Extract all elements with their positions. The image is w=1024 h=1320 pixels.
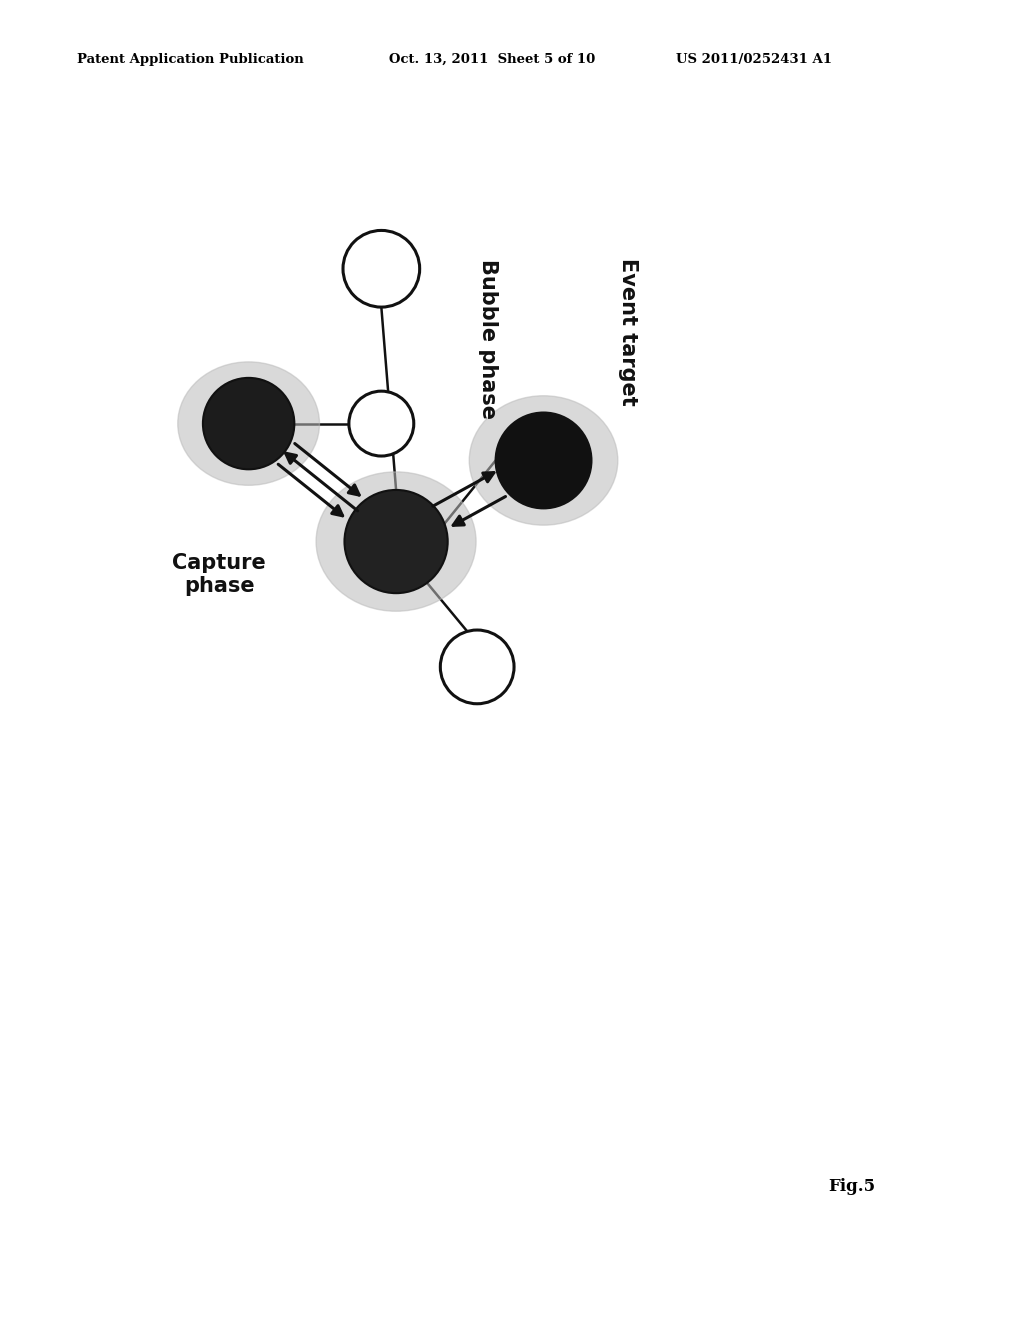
Text: Fig.5: Fig.5 [828,1177,876,1195]
Ellipse shape [178,362,319,486]
Text: Bubble phase: Bubble phase [478,259,499,418]
Ellipse shape [316,471,476,611]
Text: Event target: Event target [618,257,638,405]
Circle shape [343,231,420,308]
Circle shape [203,378,294,470]
Text: US 2011/0252431 A1: US 2011/0252431 A1 [676,53,831,66]
Text: Capture
phase: Capture phase [172,553,266,597]
Circle shape [344,490,447,593]
Circle shape [349,391,414,455]
Circle shape [440,630,514,704]
Text: Oct. 13, 2011  Sheet 5 of 10: Oct. 13, 2011 Sheet 5 of 10 [389,53,595,66]
Circle shape [496,413,592,508]
Text: Patent Application Publication: Patent Application Publication [77,53,303,66]
Ellipse shape [469,396,617,525]
